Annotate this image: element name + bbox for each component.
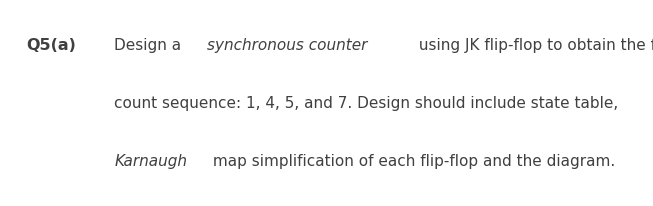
Text: using JK flip-flop to obtain the following: using JK flip-flop to obtain the followi… [414,38,653,53]
Text: Q5(a): Q5(a) [26,38,76,53]
Text: count sequence: 1, 4, 5, and 7. Design should include state table,: count sequence: 1, 4, 5, and 7. Design s… [114,96,618,110]
Text: map simplification of each flip-flop and the diagram.: map simplification of each flip-flop and… [208,153,616,168]
Text: synchronous counter: synchronous counter [207,38,368,53]
Text: Design a: Design a [114,38,186,53]
Text: Karnaugh: Karnaugh [114,153,187,168]
